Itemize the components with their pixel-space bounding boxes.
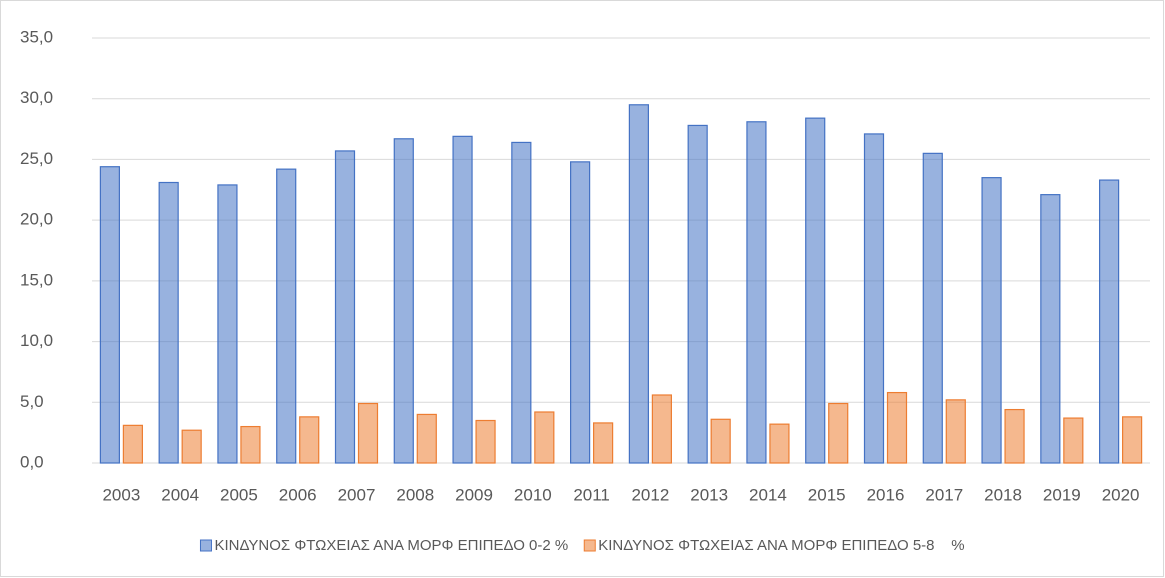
bar	[1063, 417, 1084, 464]
bar	[710, 418, 731, 464]
bar	[805, 117, 826, 464]
bar	[475, 419, 496, 464]
bar	[217, 184, 238, 464]
y-tick-label: 25,0	[20, 149, 53, 168]
x-tick-label: 2003	[102, 485, 140, 504]
y-tick-label: 20,0	[20, 210, 53, 229]
legend: ΚΙΝΔΥΝΟΣ ΦΤΩΧΕΙΑΣ ΑΝΑ ΜΟΡΦ ΕΠΙΠΕΔΟ 0-2 %…	[199, 537, 965, 554]
bar	[1004, 408, 1025, 464]
bar	[534, 411, 555, 464]
y-tick-label: 0,0	[20, 452, 44, 471]
x-tick-label: 2018	[984, 485, 1022, 504]
x-tick-label: 2004	[161, 485, 199, 504]
bar	[1122, 416, 1143, 464]
x-tick-label: 2011	[573, 485, 610, 504]
x-tick-label: 2006	[279, 485, 317, 504]
y-tick-label: 35,0	[20, 27, 53, 46]
bar	[158, 181, 179, 464]
x-tick-label: 2005	[220, 485, 258, 504]
bar	[651, 394, 672, 464]
bar	[828, 402, 849, 464]
bar	[1099, 179, 1120, 464]
legend-label: ΚΙΝΔΥΝΟΣ ΦΤΩΧΕΙΑΣ ΑΝΑ ΜΟΡΦ ΕΠΙΠΕΔΟ 5-8 %	[598, 537, 964, 554]
bar	[981, 177, 1002, 464]
x-tick-label: 2007	[338, 485, 376, 504]
bar	[122, 424, 143, 464]
legend-swatch	[583, 539, 596, 552]
bar	[687, 124, 708, 464]
x-tick-label: 2017	[925, 485, 963, 504]
y-tick-label: 10,0	[20, 331, 53, 350]
bar	[863, 133, 885, 464]
bar	[1040, 194, 1061, 464]
x-tick-label: 2020	[1102, 485, 1140, 504]
legend-swatch	[199, 539, 212, 552]
bar	[452, 135, 473, 464]
x-tick-label: 2019	[1043, 485, 1081, 504]
x-tick-label: 2014	[749, 485, 787, 504]
x-tick-label: 2015	[808, 485, 846, 504]
bar	[886, 391, 908, 464]
bar	[357, 402, 379, 464]
bar	[393, 138, 414, 464]
bar	[593, 422, 614, 464]
y-tick-label: 5,0	[20, 392, 44, 411]
bar	[276, 168, 297, 464]
x-tick-label: 2008	[396, 485, 434, 504]
x-tick-label: 2009	[455, 485, 493, 504]
bar	[945, 399, 966, 464]
bar	[746, 121, 767, 464]
bar	[511, 141, 532, 464]
bar	[240, 425, 261, 464]
x-tick-label: 2016	[867, 485, 905, 504]
y-tick-label: 15,0	[20, 270, 53, 289]
x-tick-label: 2013	[690, 485, 728, 504]
x-tick-label: 2012	[631, 485, 669, 504]
legend-label: ΚΙΝΔΥΝΟΣ ΦΤΩΧΕΙΑΣ ΑΝΑ ΜΟΡΦ ΕΠΙΠΕΔΟ 0-2 %	[214, 537, 568, 554]
bar	[416, 413, 437, 464]
bar	[334, 150, 356, 464]
y-tick-label: 30,0	[20, 88, 53, 107]
bar	[299, 416, 320, 464]
x-tick-label: 2010	[514, 485, 552, 504]
bar	[99, 166, 120, 464]
bar	[769, 423, 790, 464]
bar	[181, 429, 202, 464]
bar	[570, 161, 591, 464]
bar	[628, 104, 649, 464]
bar	[922, 152, 943, 464]
